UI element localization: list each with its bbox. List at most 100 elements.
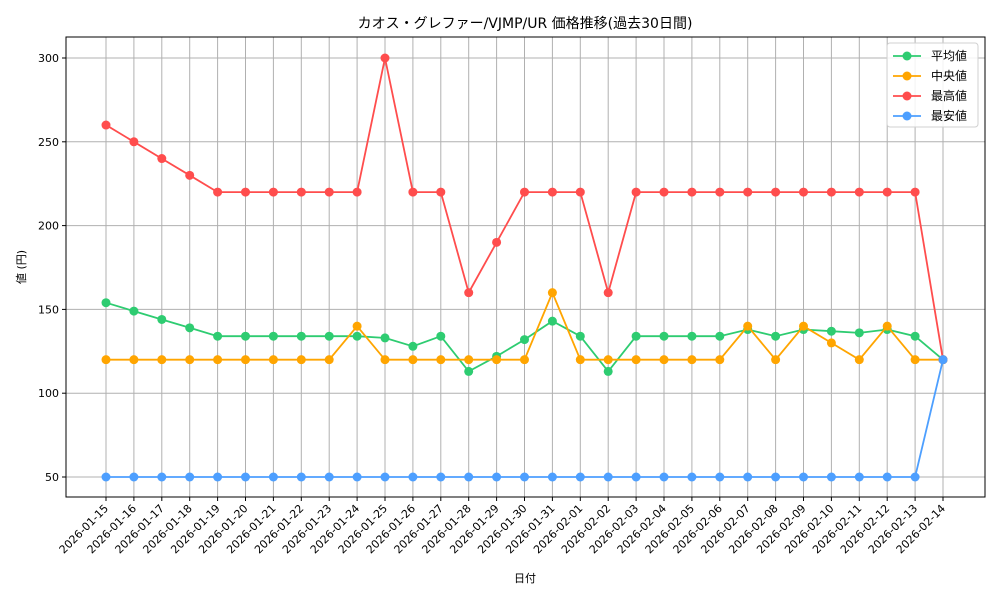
y-tick-label: 300 bbox=[38, 52, 59, 65]
data-point bbox=[520, 187, 529, 197]
data-point bbox=[938, 355, 948, 365]
data-point bbox=[101, 472, 111, 482]
data-point bbox=[129, 355, 139, 365]
data-point bbox=[603, 366, 613, 376]
data-point bbox=[826, 472, 836, 482]
data-point bbox=[603, 288, 613, 298]
data-point bbox=[268, 187, 278, 197]
data-point bbox=[771, 355, 781, 365]
data-point bbox=[799, 187, 808, 197]
legend-item: 中央値 bbox=[893, 68, 967, 83]
data-point bbox=[854, 472, 864, 482]
data-point bbox=[129, 472, 139, 482]
data-point bbox=[408, 341, 418, 351]
data-point bbox=[213, 355, 223, 365]
data-point bbox=[436, 355, 446, 365]
data-point bbox=[603, 355, 613, 365]
data-point bbox=[659, 187, 669, 197]
y-axis-label: 値 (円) bbox=[15, 250, 28, 284]
data-point bbox=[826, 338, 836, 348]
data-point bbox=[352, 187, 362, 197]
data-point bbox=[241, 331, 250, 341]
data-point bbox=[464, 288, 474, 298]
series-3 bbox=[101, 355, 948, 482]
legend-label: 中央値 bbox=[931, 68, 967, 83]
data-point bbox=[185, 472, 195, 482]
data-point bbox=[268, 331, 278, 341]
data-point bbox=[575, 355, 585, 365]
data-point bbox=[213, 472, 223, 482]
legend-marker bbox=[902, 71, 912, 81]
data-point bbox=[882, 472, 892, 482]
data-point bbox=[687, 331, 697, 341]
data-point bbox=[659, 472, 669, 482]
data-point bbox=[743, 321, 753, 331]
data-point bbox=[352, 331, 362, 341]
data-point bbox=[185, 355, 195, 365]
y-tick-label: 100 bbox=[38, 387, 59, 400]
data-point bbox=[464, 355, 474, 365]
data-point bbox=[771, 187, 781, 197]
grid-lines bbox=[66, 37, 985, 497]
data-point bbox=[185, 323, 195, 333]
legend-marker bbox=[902, 51, 912, 61]
data-point bbox=[659, 331, 669, 341]
data-point bbox=[436, 187, 446, 197]
data-point bbox=[882, 321, 892, 331]
data-point bbox=[520, 335, 529, 345]
data-point bbox=[659, 355, 669, 365]
data-point bbox=[241, 355, 250, 365]
data-point bbox=[296, 331, 306, 341]
data-point bbox=[185, 170, 195, 180]
data-point bbox=[826, 187, 836, 197]
series-lines bbox=[101, 53, 948, 482]
data-point bbox=[464, 472, 474, 482]
x-axis: 2026-01-152026-01-162026-01-172026-01-18… bbox=[57, 497, 948, 556]
data-point bbox=[408, 187, 418, 197]
data-point bbox=[715, 187, 725, 197]
plot-frame bbox=[65, 36, 986, 498]
data-point bbox=[910, 355, 920, 365]
data-point bbox=[129, 137, 139, 147]
data-point bbox=[575, 331, 585, 341]
data-point bbox=[547, 316, 557, 326]
data-point bbox=[213, 331, 223, 341]
data-point bbox=[520, 355, 529, 365]
data-point bbox=[547, 288, 557, 298]
legend-label: 平均値 bbox=[931, 48, 967, 63]
data-point bbox=[715, 331, 725, 341]
data-point bbox=[715, 472, 725, 482]
data-point bbox=[324, 355, 334, 365]
data-point bbox=[157, 154, 167, 164]
legend-marker bbox=[902, 111, 912, 121]
data-point bbox=[324, 331, 334, 341]
data-point bbox=[910, 331, 920, 341]
data-point bbox=[882, 187, 892, 197]
data-point bbox=[631, 187, 641, 197]
data-point bbox=[715, 355, 725, 365]
data-point bbox=[743, 472, 753, 482]
data-point bbox=[575, 472, 585, 482]
data-point bbox=[241, 472, 250, 482]
data-point bbox=[603, 472, 613, 482]
data-point bbox=[631, 472, 641, 482]
x-axis-label: 日付 bbox=[514, 572, 536, 585]
data-point bbox=[324, 187, 334, 197]
data-point bbox=[157, 314, 167, 324]
data-point bbox=[771, 472, 781, 482]
data-point bbox=[213, 187, 223, 197]
data-point bbox=[408, 355, 418, 365]
data-point bbox=[268, 472, 278, 482]
data-point bbox=[687, 187, 697, 197]
data-point bbox=[687, 355, 697, 365]
y-tick-label: 200 bbox=[38, 220, 59, 233]
legend-box bbox=[886, 42, 979, 128]
data-point bbox=[157, 355, 167, 365]
data-point bbox=[101, 120, 111, 130]
y-tick-label: 250 bbox=[38, 136, 59, 149]
data-point bbox=[436, 331, 446, 341]
data-point bbox=[129, 306, 139, 316]
legend-item: 平均値 bbox=[893, 48, 967, 63]
data-point bbox=[826, 326, 836, 336]
